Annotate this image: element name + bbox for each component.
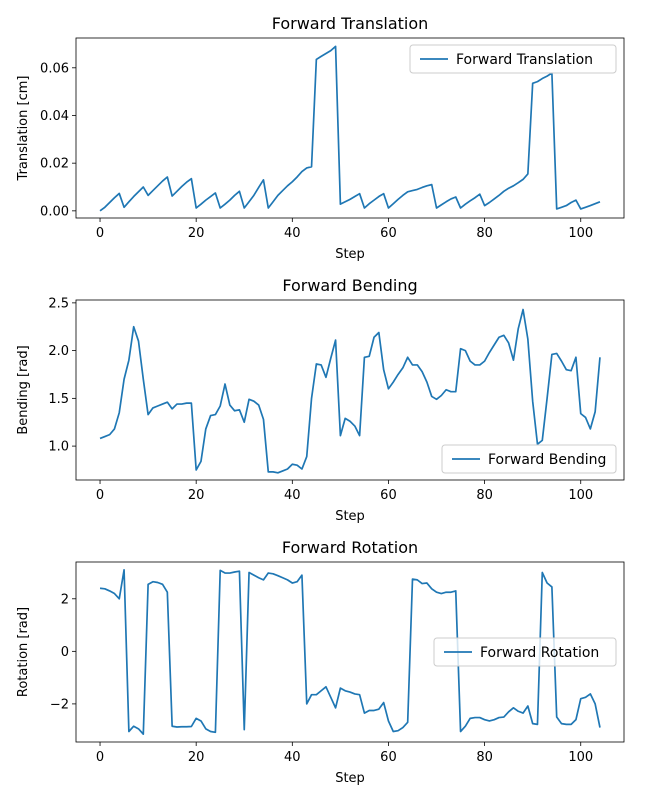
legend-box <box>441 444 617 474</box>
x-tick-label: 40 <box>284 488 301 503</box>
legend: Forward Rotation <box>433 637 617 667</box>
y-axis-label: Bending [rad] <box>16 345 31 434</box>
x-tick-label: 60 <box>380 226 397 241</box>
y-tick-label: 2.5 <box>48 296 69 311</box>
y-tick-label: 0.06 <box>40 61 69 76</box>
y-tick-label: 0.00 <box>40 204 69 219</box>
x-tick-label: 60 <box>380 750 397 765</box>
legend-label: Forward Translation <box>456 52 593 68</box>
chart-title: Forward Bending <box>282 276 417 295</box>
y-tick-label: 2 <box>61 592 69 607</box>
x-tick-label: 20 <box>188 226 205 241</box>
legend-label: Forward Rotation <box>480 645 599 661</box>
legend-label: Forward Bending <box>488 452 606 468</box>
y-tick-label: 0.04 <box>40 109 69 124</box>
x-tick-label: 20 <box>188 750 205 765</box>
chart-title: Forward Rotation <box>282 538 418 557</box>
plot-frame <box>75 561 625 743</box>
series-line <box>99 569 601 735</box>
x-tick-label: 40 <box>284 226 301 241</box>
series-line <box>99 308 601 474</box>
legend: Forward Translation <box>409 44 617 74</box>
y-tick-label: 1.5 <box>48 392 69 407</box>
x-tick-label: 0 <box>96 226 104 241</box>
x-axis-label: Step <box>335 771 365 786</box>
x-tick-label: 100 <box>568 750 593 765</box>
x-tick-label: 60 <box>380 488 397 503</box>
x-tick-label: 80 <box>476 226 493 241</box>
legend: Forward Bending <box>441 444 617 474</box>
legend-box <box>433 637 617 667</box>
y-axis-label: Translation [cm] <box>16 76 31 182</box>
x-tick-label: 100 <box>568 226 593 241</box>
x-tick-label: 0 <box>96 488 104 503</box>
x-axis-label: Step <box>335 509 365 524</box>
y-tick-label: 2.0 <box>48 344 69 359</box>
y-tick-label: 0 <box>61 645 69 660</box>
y-tick-label: 0.02 <box>40 157 69 172</box>
chart-panel-0: Forward Translation 0 20 40 60 80 100 0.00 0.02 0… <box>16 14 625 262</box>
chart-title: Forward Translation <box>272 14 429 33</box>
y-tick-label: 1.0 <box>48 440 69 455</box>
plot-frame <box>75 37 625 219</box>
x-tick-label: 20 <box>188 488 205 503</box>
x-tick-label: 0 <box>96 750 104 765</box>
x-axis-label: Step <box>335 247 365 262</box>
chart-panel-1: Forward Bending 0 20 40 60 80 100 1.0 1.5 2.0 2.5 S… <box>16 276 625 524</box>
legend-box <box>409 44 617 74</box>
x-tick-label: 40 <box>284 750 301 765</box>
plot-frame <box>75 299 625 481</box>
y-tick-label: −2 <box>50 697 69 712</box>
x-tick-label: 80 <box>476 488 493 503</box>
series-line <box>99 45 601 212</box>
x-tick-label: 100 <box>568 488 593 503</box>
y-axis-label: Rotation [rad] <box>16 607 31 697</box>
x-tick-label: 80 <box>476 750 493 765</box>
chart-panel-2: Forward Rotation 0 20 40 60 80 100 −2 0 2 Step Rota… <box>16 538 625 786</box>
